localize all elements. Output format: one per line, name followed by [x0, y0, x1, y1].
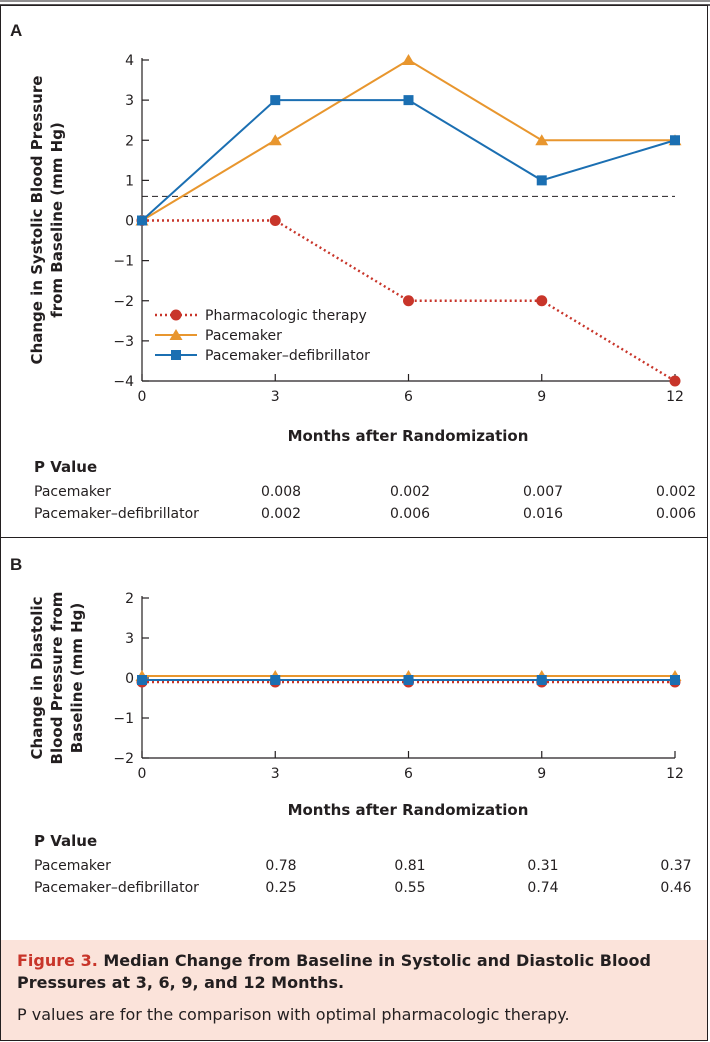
x-tick-label: 3: [271, 389, 280, 405]
pvalue-cell: 0.007: [523, 484, 563, 500]
legend-label: Pacemaker: [205, 328, 282, 344]
pvalue-cell: 0.46: [660, 880, 691, 896]
pvalue-cell: 0.016: [523, 506, 563, 522]
pvalue-row-label: Pacemaker–defibrillator: [34, 506, 199, 522]
y-tick-label: 0: [125, 214, 134, 230]
data-point-triangle: [268, 134, 282, 146]
x-tick-label: 9: [537, 389, 546, 405]
data-point-triangle: [402, 54, 415, 65]
panel-a-legend: Pharmacologic therapy Pacemaker Pacemaker–…: [155, 308, 370, 364]
panel-a-label: A: [10, 21, 22, 40]
data-point-circle: [269, 215, 281, 226]
y-tick-label: −1: [113, 711, 134, 727]
legend-label: Pharmacologic therapy: [205, 308, 367, 324]
x-tick-label: 6: [404, 389, 413, 405]
panel-b-series: [135, 670, 682, 688]
legend-marker-triangle: [169, 329, 183, 340]
pvalue-row-label: Pacemaker: [34, 858, 111, 874]
panel-a-pvalue-table: P Value Pacemaker 0.008 0.002 0.007 0.002 Pace…: [34, 458, 696, 522]
data-point-square: [670, 135, 680, 146]
legend-label: Pacemaker–defibrillator: [205, 348, 370, 364]
figure-caption-note: P values are for the comparison with opt…: [17, 1005, 570, 1024]
legend-marker-circle: [170, 309, 182, 321]
x-tick-label: 6: [404, 766, 413, 782]
pvalue-cell: 0.002: [261, 506, 301, 522]
data-point-square: [137, 215, 147, 226]
y-tick-label: 2: [125, 591, 134, 607]
pvalue-cell: 0.008: [261, 484, 301, 500]
y-tick-label: −2: [113, 751, 134, 767]
y-tick-label: 1: [125, 173, 134, 189]
pvalue-cell: 0.006: [656, 506, 696, 522]
pvalue-cell: 0.25: [265, 880, 296, 896]
y-tick-label: 2: [125, 133, 134, 149]
pvalue-row-label: Pacemaker–defibrillator: [34, 880, 199, 896]
data-point-square: [536, 675, 547, 685]
figure-caption: Figure 3. Median Change from Baseline in…: [0, 940, 708, 1041]
y-tick-label: 3: [125, 93, 134, 109]
data-point-square: [670, 675, 680, 685]
pvalue-cell: 0.006: [390, 506, 430, 522]
x-tick-label: 3: [271, 766, 280, 782]
panel-a-y-axis-label: Change in Systolic Blood Pressure from Ba…: [28, 76, 66, 365]
panel-b: B Change in Diastolic Blood Pressure from…: [10, 555, 692, 896]
panel-b-x-axis-label: Months after Randomization: [288, 801, 529, 819]
pvalue-cell: 0.31: [527, 858, 558, 874]
figure-caption-title: Figure 3. Median Change from Baseline in…: [17, 950, 697, 994]
panel-b-pvalue-table: P Value Pacemaker 0.78 0.81 0.31 0.37 Pacemake…: [34, 832, 692, 896]
pvalue-cell: 0.78: [265, 858, 296, 874]
data-point-triangle: [535, 134, 549, 146]
y-axis-label-line: from Baseline (mm Hg): [48, 122, 66, 318]
data-point-square: [403, 95, 414, 106]
pvalue-cell: 0.81: [394, 858, 425, 874]
pvalue-cell: 0.55: [394, 880, 425, 896]
data-point-square: [536, 175, 547, 186]
x-tick-label: 9: [537, 766, 546, 782]
pvalue-row-label: Pacemaker: [34, 484, 111, 500]
panel-a-series: [135, 54, 682, 387]
x-tick-label: 0: [138, 766, 147, 782]
panel-a-x-axis-label: Months after Randomization: [288, 427, 529, 445]
series-line: [141, 99, 676, 222]
panel-a: A Change in Systolic Blood Pressure from …: [10, 21, 696, 522]
y-tick-label: −4: [113, 374, 134, 390]
y-tick-label: −1: [113, 254, 134, 270]
legend-marker-square: [171, 350, 181, 360]
panel-b-label: B: [10, 555, 22, 574]
figure-title-text: Median Change from Baseline in Systolic …: [17, 951, 651, 992]
pvalue-cell: 0.002: [390, 484, 430, 500]
pvalue-heading: P Value: [34, 458, 97, 476]
y-axis-label-line: Change in Diastolic: [28, 597, 46, 760]
panel-b-axes: 230−1−20 3 6 9 12: [113, 591, 684, 782]
x-tick-label: 0: [138, 389, 147, 405]
pvalue-cell: 0.37: [660, 858, 691, 874]
figure-number: Figure 3.: [17, 951, 98, 970]
pvalue-heading: P Value: [34, 832, 97, 850]
y-tick-label: −2: [113, 294, 134, 310]
y-tick-label: 3: [125, 631, 134, 647]
panel-b-y-axis-label: Change in Diastolic Blood Pressure from Ba…: [28, 592, 86, 765]
panel-a-border: [0, 5, 708, 538]
y-tick-label: −3: [113, 334, 134, 350]
data-point-square: [270, 95, 281, 106]
y-axis-label-line: Baseline (mm Hg): [68, 603, 86, 754]
data-point-circle: [669, 375, 681, 387]
x-tick-label: 12: [666, 766, 684, 782]
data-point-circle: [403, 295, 414, 307]
data-point-square: [270, 675, 281, 685]
pvalue-cell: 0.74: [527, 880, 558, 896]
y-tick-label: 4: [125, 53, 134, 69]
data-point-square: [137, 675, 147, 685]
y-tick-label: 0: [125, 671, 134, 687]
x-tick-label: 12: [666, 389, 684, 405]
y-axis-label-line: Blood Pressure from: [48, 592, 66, 765]
data-point-circle: [536, 295, 548, 307]
pvalue-cell: 0.002: [656, 484, 696, 500]
y-axis-label-line: Change in Systolic Blood Pressure: [28, 76, 46, 365]
data-point-square: [403, 675, 414, 685]
